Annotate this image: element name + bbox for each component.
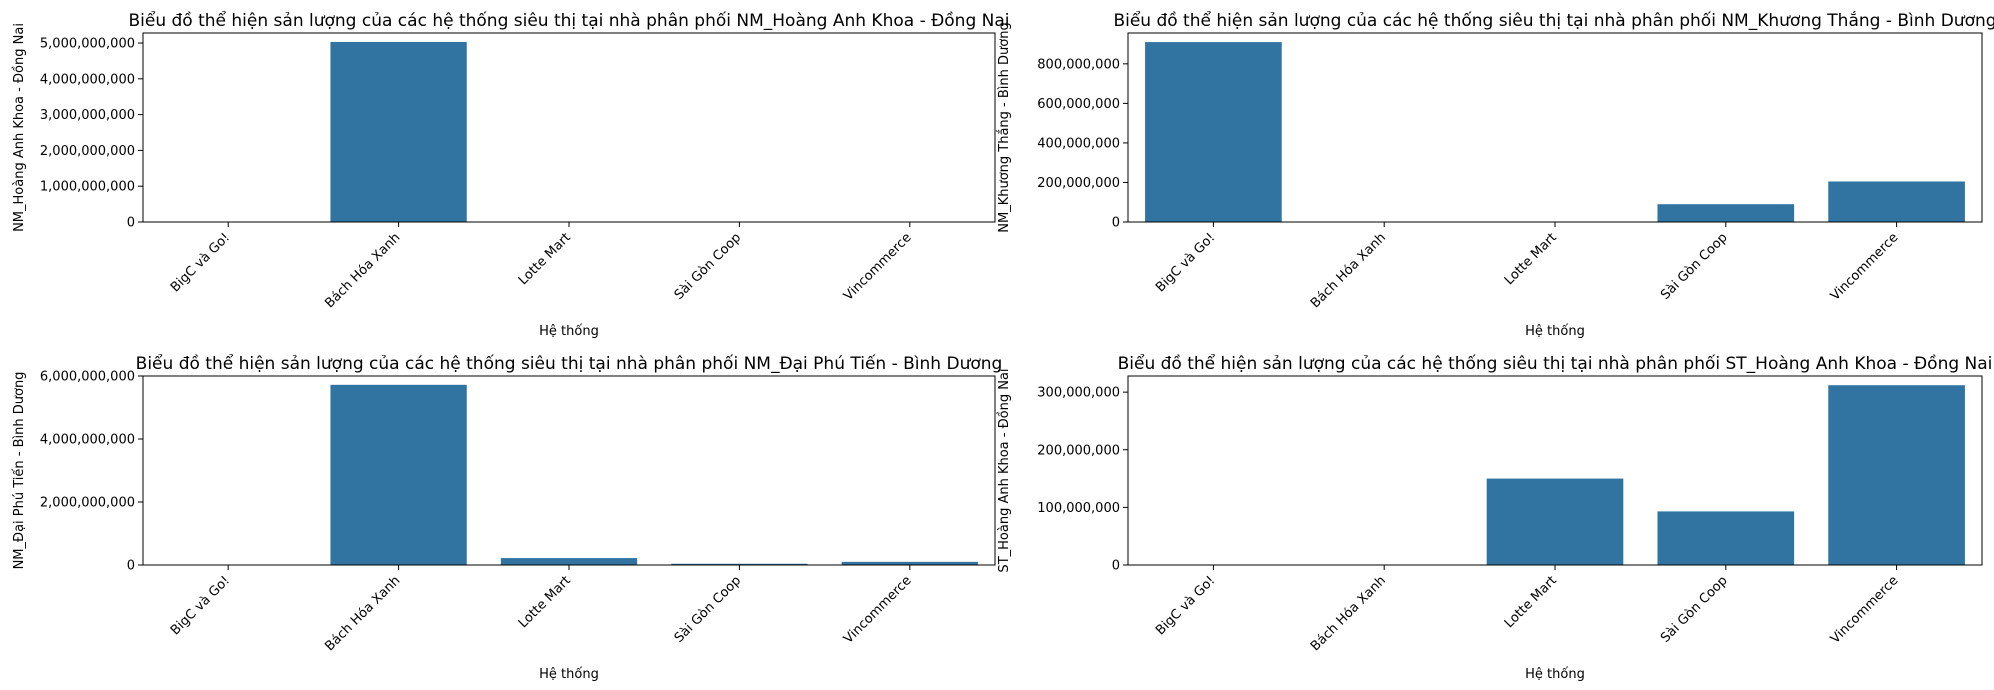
- x-tick-label: Bách Hóa Xanh: [1308, 230, 1389, 311]
- y-tick-label: 4,000,000,000: [40, 433, 135, 448]
- plot-frame: [142, 375, 996, 566]
- x-tick-label: BigC và Go!: [168, 230, 233, 295]
- y-tick-label: 2,000,000,000: [40, 144, 135, 159]
- chart-panel-1: Biểu đồ thể hiện sản lượng của các hệ th…: [12, 10, 1010, 339]
- y-tick-label: 0: [127, 559, 135, 574]
- x-tick-label: Lotte Mart: [1502, 230, 1560, 288]
- bar-4: [671, 563, 808, 565]
- x-tick-label: Vincommerce: [1828, 230, 1902, 304]
- x-tick-label: BigC và Go!: [168, 573, 233, 638]
- chart-panel-3: Biểu đồ thể hiện sản lượng của các hệ th…: [12, 353, 1002, 682]
- x-tick-label: Sài Gòn Coop: [672, 230, 745, 303]
- x-tick-label: Bách Hóa Xanh: [1308, 573, 1389, 654]
- y-axis-label: ST_Hoàng Anh Khoa - Đồng Nai: [997, 368, 1012, 572]
- x-tick-label: Sài Gòn Coop: [1658, 230, 1731, 303]
- y-tick-label: 0: [1112, 559, 1120, 574]
- bar-3: [500, 558, 638, 565]
- x-axis-label: Hệ thống: [539, 667, 599, 682]
- chart-panel-2: Biểu đồ thể hiện sản lượng của các hệ th…: [997, 10, 1994, 339]
- chart-panel-4: Biểu đồ thể hiện sản lượng của các hệ th…: [997, 353, 1992, 682]
- y-tick-label: 300,000,000: [1037, 386, 1120, 401]
- y-tick-label: 200,000,000: [1037, 176, 1120, 191]
- plot-frame: [142, 32, 996, 223]
- bar-5: [1828, 385, 1965, 565]
- y-axis-label: NM_Đại Phú Tiến - Bình Dương: [12, 372, 27, 570]
- x-axis-label: Hệ thống: [1525, 324, 1585, 339]
- y-tick-label: 100,000,000: [1037, 501, 1120, 516]
- y-tick-label: 3,000,000,000: [40, 108, 135, 123]
- y-tick-label: 1,000,000,000: [40, 180, 135, 195]
- y-tick-label: 6,000,000,000: [40, 370, 135, 385]
- x-axis-label: Hệ thống: [1525, 667, 1585, 682]
- x-tick-label: Vincommerce: [841, 573, 915, 647]
- chart-title: Biểu đồ thể hiện sản lượng của các hệ th…: [136, 353, 1003, 374]
- bar-3: [1486, 478, 1624, 565]
- x-tick-label: Lotte Mart: [516, 573, 574, 631]
- x-tick-label: Lotte Mart: [1502, 573, 1560, 631]
- bar-5: [1828, 181, 1965, 222]
- y-tick-label: 0: [127, 216, 135, 231]
- x-tick-label: Lotte Mart: [516, 230, 574, 288]
- bar-2: [330, 41, 467, 222]
- x-tick-label: Bách Hóa Xanh: [322, 230, 403, 311]
- y-axis-label: NM_Hoàng Anh Khoa - Đồng Nai: [12, 23, 27, 232]
- x-tick-label: Vincommerce: [1828, 573, 1902, 647]
- y-tick-label: 600,000,000: [1037, 97, 1120, 112]
- bar-1: [1145, 42, 1282, 222]
- chart-title: Biểu đồ thể hiện sản lượng của các hệ th…: [1113, 10, 1994, 31]
- chart-title: Biểu đồ thể hiện sản lượng của các hệ th…: [128, 10, 1009, 31]
- y-tick-label: 5,000,000,000: [40, 37, 135, 52]
- y-tick-label: 400,000,000: [1037, 136, 1120, 151]
- y-tick-label: 4,000,000,000: [40, 72, 135, 87]
- bar-4: [1657, 204, 1795, 222]
- x-tick-label: Sài Gòn Coop: [1658, 573, 1731, 646]
- y-tick-label: 0: [1112, 216, 1120, 231]
- x-tick-label: Vincommerce: [841, 230, 915, 304]
- y-tick-label: 800,000,000: [1037, 57, 1120, 72]
- x-tick-label: Bách Hóa Xanh: [322, 573, 403, 654]
- bar-5: [841, 561, 978, 565]
- y-tick-label: 2,000,000,000: [40, 496, 135, 511]
- bar-4: [1657, 511, 1795, 565]
- x-tick-label: BigC và Go!: [1153, 230, 1218, 295]
- x-axis-label: Hệ thống: [539, 324, 599, 339]
- x-tick-label: BigC và Go!: [1153, 573, 1218, 638]
- chart-title: Biểu đồ thể hiện sản lượng của các hệ th…: [1118, 353, 1993, 374]
- x-tick-label: Sài Gòn Coop: [672, 573, 745, 646]
- y-tick-label: 200,000,000: [1037, 443, 1120, 458]
- y-axis-label: NM_Khương Thắng - Bình Dương: [997, 22, 1012, 232]
- bar-2: [330, 384, 467, 565]
